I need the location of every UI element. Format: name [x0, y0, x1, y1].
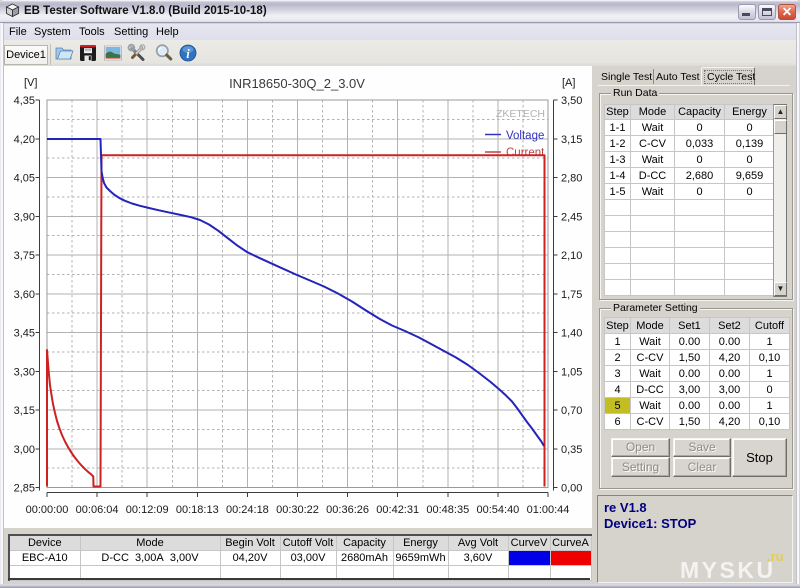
svg-text:00:30:22: 00:30:22 [276, 504, 319, 516]
svg-text:2,85: 2,85 [14, 483, 35, 495]
svg-text:01:00:44: 01:00:44 [527, 504, 570, 516]
svg-text:i: i [186, 47, 190, 61]
svg-text:00:18:13: 00:18:13 [176, 504, 219, 516]
svg-text:0,35: 0,35 [561, 444, 582, 456]
svg-text:4,35: 4,35 [14, 95, 35, 107]
svg-text:3,90: 3,90 [14, 211, 35, 223]
svg-text:00:54:40: 00:54:40 [476, 504, 519, 516]
svg-text:[V]: [V] [24, 77, 37, 89]
svg-text:3,15: 3,15 [14, 405, 35, 417]
svg-text:4,05: 4,05 [14, 173, 35, 185]
svg-text:ZKETECH: ZKETECH [496, 108, 545, 120]
svg-text:2,10: 2,10 [561, 250, 582, 262]
svg-text:3,00: 3,00 [14, 444, 35, 456]
svg-text:2,80: 2,80 [561, 173, 582, 185]
svg-text:1,05: 1,05 [561, 366, 582, 378]
svg-text:INR18650-30Q_2_3.0V: INR18650-30Q_2_3.0V [229, 76, 365, 91]
svg-text:[A]: [A] [562, 77, 575, 89]
svg-text:1,75: 1,75 [561, 289, 582, 301]
svg-text:0,00: 0,00 [561, 483, 582, 495]
svg-text:2,45: 2,45 [561, 211, 582, 223]
svg-text:3,45: 3,45 [14, 328, 35, 340]
svg-text:3,50: 3,50 [561, 95, 582, 107]
svg-text:Current: Current [506, 147, 545, 159]
svg-text:1,40: 1,40 [561, 328, 582, 340]
svg-text:00:12:09: 00:12:09 [126, 504, 169, 516]
svg-text:3,30: 3,30 [14, 366, 35, 378]
svg-text:00:36:26: 00:36:26 [326, 504, 369, 516]
svg-text:3,60: 3,60 [14, 289, 35, 301]
svg-text:0,70: 0,70 [561, 405, 582, 417]
svg-text:4,20: 4,20 [14, 134, 35, 146]
svg-text:00:00:00: 00:00:00 [26, 504, 69, 516]
svg-text:Voltage: Voltage [506, 130, 544, 142]
svg-text:00:06:04: 00:06:04 [76, 504, 119, 516]
svg-text:00:24:18: 00:24:18 [226, 504, 269, 516]
svg-text:3,75: 3,75 [14, 250, 35, 262]
svg-text:00:48:35: 00:48:35 [426, 504, 469, 516]
svg-text:00:42:31: 00:42:31 [376, 504, 419, 516]
svg-text:3,15: 3,15 [561, 134, 582, 146]
